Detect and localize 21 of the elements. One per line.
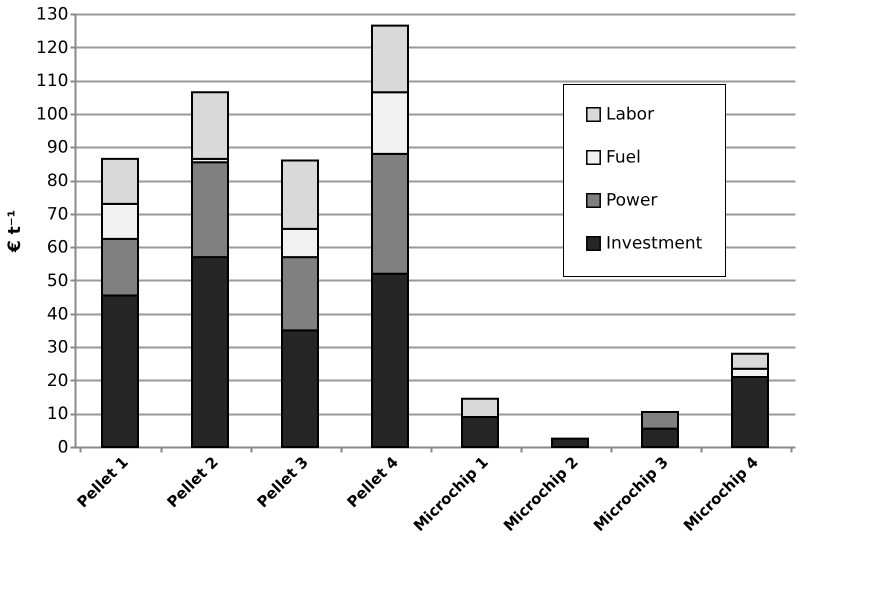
bar [551,438,589,448]
legend-label: Power [606,190,658,210]
y-tick-label: 100 [36,104,68,124]
y-tick-label: 0 [58,438,68,458]
y-tick-label: 80 [46,171,68,192]
legend-label: Investment [606,234,703,254]
y-tick-label: 10 [46,404,68,424]
y-axis-title: € t⁻¹ [5,210,26,254]
y-tick-label: 110 [36,71,68,92]
y-tick-label: 40 [46,304,68,324]
y-tick-label: 90 [46,138,68,158]
y-tick-label: 70 [46,204,68,224]
y-tick-label: 50 [46,270,68,291]
bar [191,91,229,160]
y-tick-label: 120 [36,38,68,58]
y-tick-label: 130 [36,4,68,24]
legend-label: Labor [606,104,654,124]
y-tick-label: 60 [46,238,68,258]
y-tick-label: 20 [46,370,68,391]
legend-label: Fuel [606,148,641,168]
y-tick-label: 30 [46,338,68,358]
